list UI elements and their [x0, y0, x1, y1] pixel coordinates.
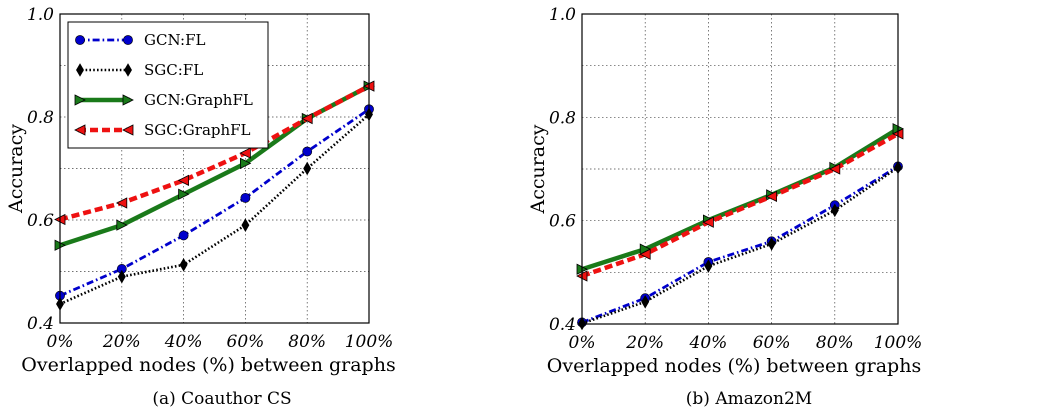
y-tick-label: 0.4 [549, 315, 576, 335]
x-axis-label: Overlapped nodes (%) between graphs [547, 355, 921, 377]
x-tick-label: 0% [569, 333, 596, 353]
plot-frame [581, 13, 899, 325]
x-tick-label: 80% [816, 333, 854, 353]
data-point [240, 157, 252, 169]
data-point [115, 197, 128, 209]
y-tick-label: 1.0 [27, 5, 54, 25]
x-tick-label: 80% [288, 332, 326, 352]
data-point [178, 188, 190, 200]
y-tick-label: 0.8 [549, 108, 576, 128]
y-tick-label: 0.4 [27, 314, 54, 334]
legend-label: SGC:GraphFL [144, 121, 251, 139]
data-point [301, 112, 313, 125]
x-tick-label: 60% [753, 333, 791, 353]
legend-label: SGC:FL [144, 61, 203, 79]
series-line-sgc-graphfl [581, 131, 900, 279]
x-tick-label: 60% [227, 332, 265, 352]
plot-frame [59, 13, 370, 324]
tick-labels: 0% 20% 40% 60% 80% 100% 0.4 0.6 0.8 1.0 [27, 5, 393, 352]
x-tick-label: 20% [102, 332, 141, 352]
y-tick-label: 0.6 [27, 211, 54, 231]
legend-marker [122, 94, 134, 106]
data-point [830, 203, 839, 218]
x-tick-label: 100% [874, 333, 923, 353]
y-axis-label: Accuracy [5, 124, 27, 214]
data-point [179, 258, 188, 272]
data-point [178, 230, 189, 241]
legend-marker [122, 124, 134, 136]
x-tick-label: 0% [47, 332, 74, 352]
legend-box [67, 21, 269, 149]
data-point [239, 147, 251, 159]
x-tick-label: 20% [625, 333, 664, 353]
panel-caption: (b) Amazon2M [686, 389, 812, 409]
x-tick-label: 100% [345, 332, 394, 352]
panel-amazon2m: 0% 20% 40% 60% 80% 100%0.40.60.81.0 Accuracy … [527, 5, 922, 409]
x-axis-label: Overlapped nodes (%) between graphs [21, 354, 395, 376]
data-point [828, 163, 841, 175]
data-point [704, 259, 713, 273]
data-point [117, 269, 126, 284]
legend-marker [75, 35, 85, 45]
data-point [303, 161, 312, 176]
series-line-sgc-fl [581, 166, 899, 325]
data-point [641, 294, 650, 309]
panel-caption: (a) Coauthor CS [152, 389, 291, 409]
y-tick-label: 1.0 [549, 5, 576, 25]
grid-lines [582, 14, 898, 324]
legend-marker [123, 35, 133, 45]
legend-label: GCN:GraphFL [144, 91, 253, 109]
y-axis-label: Accuracy [527, 124, 549, 214]
data-point [767, 237, 776, 251]
data-point [639, 248, 651, 260]
data-point [765, 190, 777, 203]
data-point [116, 219, 128, 231]
data-point [240, 192, 251, 203]
series-lines [576, 123, 904, 331]
data-point [302, 146, 313, 157]
y-tick-label: 0.6 [549, 212, 576, 232]
legend-marker [76, 63, 84, 77]
series-lines [54, 80, 375, 311]
legend-marker [74, 94, 86, 106]
y-tick-label: 0.8 [27, 108, 54, 128]
series-line-sgc-fl [59, 113, 370, 306]
legend-marker [74, 124, 86, 136]
data-point [177, 174, 189, 186]
tick-labels: 0% 20% 40% 60% 80% 100% 0.4 0.6 0.8 1.0 [549, 5, 922, 353]
legend-label: GCN:FL [144, 31, 206, 49]
legend: GCN:FL SGC:FL GCN:GraphFL SGC:GraphFL [67, 21, 269, 149]
legend-marker [124, 63, 132, 77]
x-tick-label: 40% [689, 333, 728, 353]
data-point [702, 216, 714, 228]
panel-coauthor-cs: 0% 20% 40% 60% 80% 100%0.40.60.81.0 Accuracy … [5, 5, 396, 409]
x-tick-label: 40% [164, 332, 203, 352]
series-line-sgc-graphfl [59, 84, 371, 222]
series-line-gcn-fl [581, 165, 899, 324]
data-point [241, 218, 250, 232]
